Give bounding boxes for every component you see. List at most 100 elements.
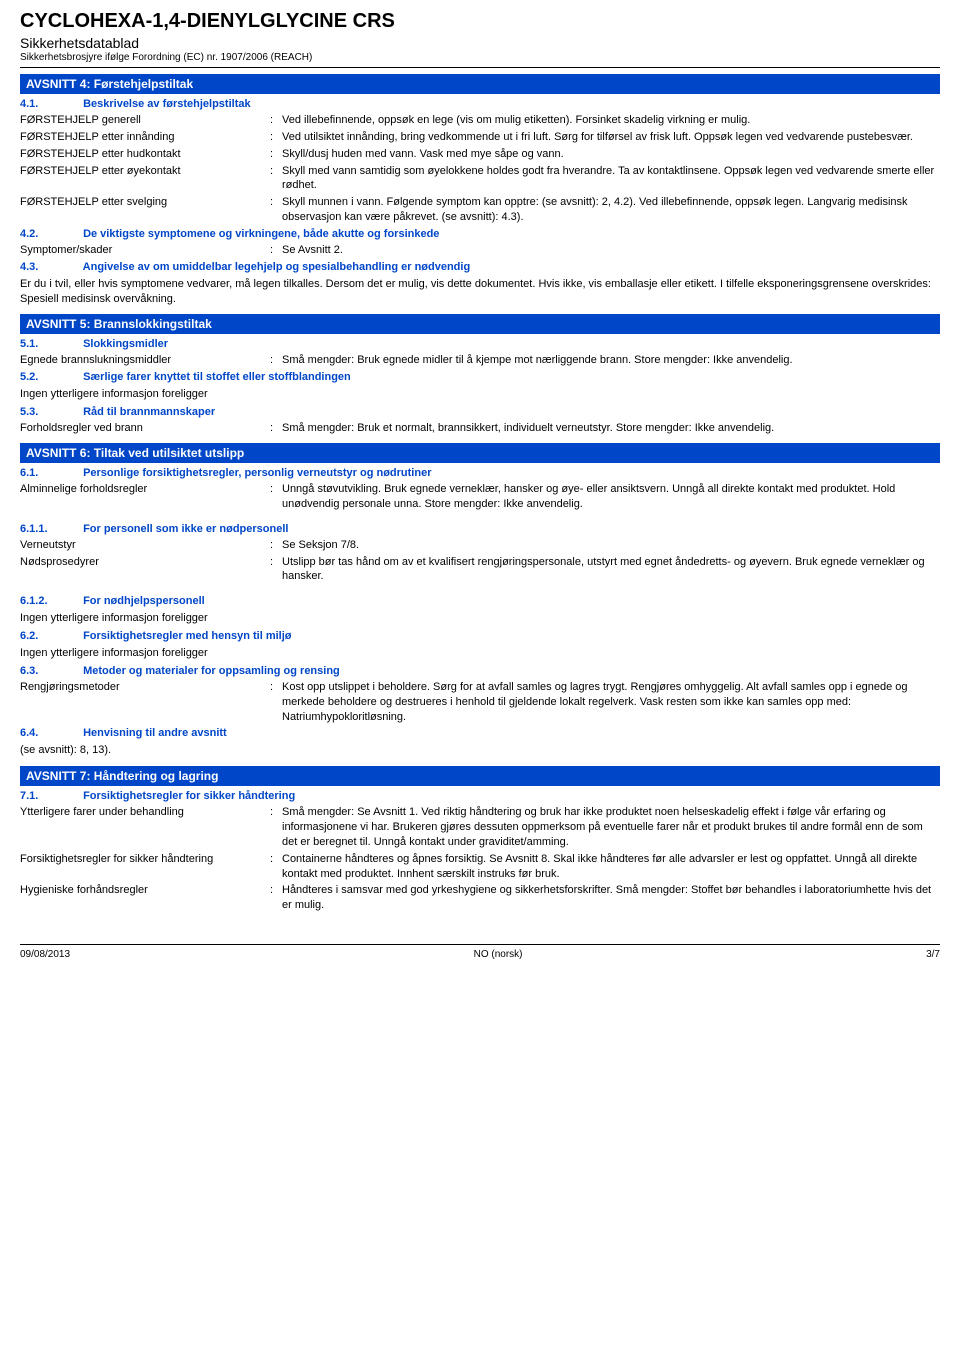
kv-key: Verneutstyr [20, 538, 270, 553]
subsection-5-3: 5.3. Råd til brannmannskaper [20, 404, 940, 420]
kv-sep: : [270, 353, 282, 368]
kv-val: Skyll munnen i vann. Følgende symptom ka… [282, 195, 940, 225]
kv-key: FØRSTEHJELP etter svelging [20, 195, 270, 225]
subsection-label: Personlige forsiktighetsregler, personli… [83, 467, 431, 479]
kv-row: Nødsprosedyrer : Utslipp bør tas hånd om… [20, 554, 940, 586]
kv-key: Symptomer/skader [20, 243, 270, 258]
subsection-num: 5.3. [20, 406, 80, 418]
kv-sep: : [270, 883, 282, 913]
kv-row: Egnede brannslukningsmiddler : Små mengd… [20, 352, 940, 369]
kv-val: Se Seksjon 7/8. [282, 538, 940, 553]
kv-val: Håndteres i samsvar med god yrkeshygiene… [282, 883, 940, 913]
kv-val: Unngå støvutvikling. Bruk egnede vernekl… [282, 482, 940, 512]
subsection-num: 4.3. [20, 261, 80, 273]
doc-title: CYCLOHEXA-1,4-DIENYLGLYCINE CRS [20, 10, 940, 33]
kv-key: FØRSTEHJELP etter øyekontakt [20, 164, 270, 194]
kv-key: Hygieniske forhåndsregler [20, 883, 270, 913]
kv-row: Symptomer/skader : Se Avsnitt 2. [20, 242, 940, 259]
footer-page: 3/7 [926, 949, 940, 960]
subsection-num: 5.2. [20, 371, 80, 383]
kv-sep: : [270, 805, 282, 850]
subsection-num: 4.2. [20, 228, 80, 240]
kv-row: Ytterligere farer under behandling : Små… [20, 804, 940, 851]
subsection-label: Angivelse av om umiddelbar legehjelp og … [83, 261, 471, 273]
subsection-label: Særlige farer knyttet til stoffet eller … [83, 371, 351, 383]
kv-key: FØRSTEHJELP etter hudkontakt [20, 147, 270, 162]
kv-sep: : [270, 421, 282, 436]
section-5-header: AVSNITT 5: Brannslokkingstiltak [20, 314, 940, 334]
subsection-5-2: 5.2. Særlige farer knyttet til stoffet e… [20, 369, 940, 385]
kv-sep: : [270, 482, 282, 512]
kv-key: FØRSTEHJELP etter innånding [20, 130, 270, 145]
kv-row: FØRSTEHJELP etter svelging : Skyll munne… [20, 194, 940, 226]
subsection-6-1-2: 6.1.2. For nødhjelpspersonell [20, 593, 940, 609]
subsection-6-1: 6.1. Personlige forsiktighetsregler, per… [20, 465, 940, 481]
subsection-6-3: 6.3. Metoder og materialer for oppsamlin… [20, 663, 940, 679]
kv-val: Containerne håndteres og åpnes forsiktig… [282, 852, 940, 882]
kv-row: FØRSTEHJELP generell : Ved illebefinnend… [20, 112, 940, 129]
subsection-label: Beskrivelse av førstehjelpstiltak [83, 98, 251, 110]
subsection-num: 6.1.2. [20, 595, 80, 607]
kv-key: Forsiktighetsregler for sikker håndterin… [20, 852, 270, 882]
kv-val: Skyll/dusj huden med vann. Vask med mye … [282, 147, 940, 162]
body-text-5-2: Ingen ytterligere informasjon foreligger [20, 385, 940, 404]
kv-val: Små mengder: Bruk et normalt, brannsikke… [282, 421, 940, 436]
kv-val: Ved utilsiktet innånding, bring vedkomme… [282, 130, 940, 145]
page-footer: 09/08/2013 NO (norsk) 3/7 [20, 944, 940, 960]
kv-key: Alminnelige forholdsregler [20, 482, 270, 512]
kv-sep: : [270, 147, 282, 162]
kv-sep: : [270, 680, 282, 725]
kv-sep: : [270, 130, 282, 145]
kv-sep: : [270, 243, 282, 258]
subsection-label: Forsiktighetsregler med hensyn til miljø [83, 630, 291, 642]
subsection-num: 5.1. [20, 338, 80, 350]
subsection-label: Slokkingsmidler [83, 338, 168, 350]
kv-row: FØRSTEHJELP etter hudkontakt : Skyll/dus… [20, 146, 940, 163]
subsection-num: 6.3. [20, 665, 80, 677]
footer-lang: NO (norsk) [474, 949, 523, 960]
subsection-label: Råd til brannmannskaper [83, 406, 215, 418]
kv-val: Kost opp utslippet i beholdere. Sørg for… [282, 680, 940, 725]
subsection-5-1: 5.1. Slokkingsmidler [20, 336, 940, 352]
kv-sep: : [270, 852, 282, 882]
kv-row: FØRSTEHJELP etter øyekontakt : Skyll med… [20, 163, 940, 195]
section-7-header: AVSNITT 7: Håndtering og lagring [20, 766, 940, 786]
subsection-label: Metoder og materialer for oppsamling og … [83, 665, 340, 677]
subsection-6-1-1: 6.1.1. For personell som ikke er nødpers… [20, 521, 940, 537]
kv-row: Forholdsregler ved brann : Små mengder: … [20, 420, 940, 437]
doc-regulation: Sikkerhetsbrosjyre ifølge Forordning (EC… [20, 52, 940, 68]
subsection-num: 4.1. [20, 98, 80, 110]
subsection-6-2: 6.2. Forsiktighetsregler med hensyn til … [20, 628, 940, 644]
subsection-num: 6.2. [20, 630, 80, 642]
section-4-header: AVSNITT 4: Førstehjelpstiltak [20, 74, 940, 94]
subsection-label: For personell som ikke er nødpersonell [83, 523, 288, 535]
kv-key: FØRSTEHJELP generell [20, 113, 270, 128]
kv-sep: : [270, 538, 282, 553]
subsection-7-1: 7.1. Forsiktighetsregler for sikker hånd… [20, 788, 940, 804]
subsection-num: 6.1.1. [20, 523, 80, 535]
kv-val: Skyll med vann samtidig som øyelokkene h… [282, 164, 940, 194]
subsection-num: 6.4. [20, 727, 80, 739]
kv-row: Hygieniske forhåndsregler : Håndteres i … [20, 882, 940, 914]
footer-date: 09/08/2013 [20, 949, 70, 960]
kv-row: FØRSTEHJELP etter innånding : Ved utilsi… [20, 129, 940, 146]
subsection-4-2: 4.2. De viktigste symptomene og virkning… [20, 226, 940, 242]
subsection-label: For nødhjelpspersonell [83, 595, 205, 607]
kv-sep: : [270, 113, 282, 128]
kv-row: Forsiktighetsregler for sikker håndterin… [20, 851, 940, 883]
subsection-label: De viktigste symptomene og virkningene, … [83, 228, 439, 240]
subsection-label: Henvisning til andre avsnitt [83, 727, 227, 739]
kv-val: Små mengder: Se Avsnitt 1. Ved riktig hå… [282, 805, 940, 850]
subsection-num: 7.1. [20, 790, 80, 802]
kv-row: Alminnelige forholdsregler : Unngå støvu… [20, 481, 940, 513]
subsection-4-3: 4.3. Angivelse av om umiddelbar legehjel… [20, 259, 940, 275]
body-text-6-4: (se avsnitt): 8, 13). [20, 741, 940, 760]
body-text-4-3: Er du i tvil, eller hvis symptomene vedv… [20, 275, 940, 309]
kv-val: Ved illebefinnende, oppsøk en lege (vis … [282, 113, 940, 128]
body-text-6-1-2: Ingen ytterligere informasjon foreligger [20, 609, 940, 628]
body-text-6-2: Ingen ytterligere informasjon foreligger [20, 644, 940, 663]
kv-key: Nødsprosedyrer [20, 555, 270, 585]
kv-sep: : [270, 164, 282, 194]
subsection-6-4: 6.4. Henvisning til andre avsnitt [20, 725, 940, 741]
kv-row: Verneutstyr : Se Seksjon 7/8. [20, 537, 940, 554]
